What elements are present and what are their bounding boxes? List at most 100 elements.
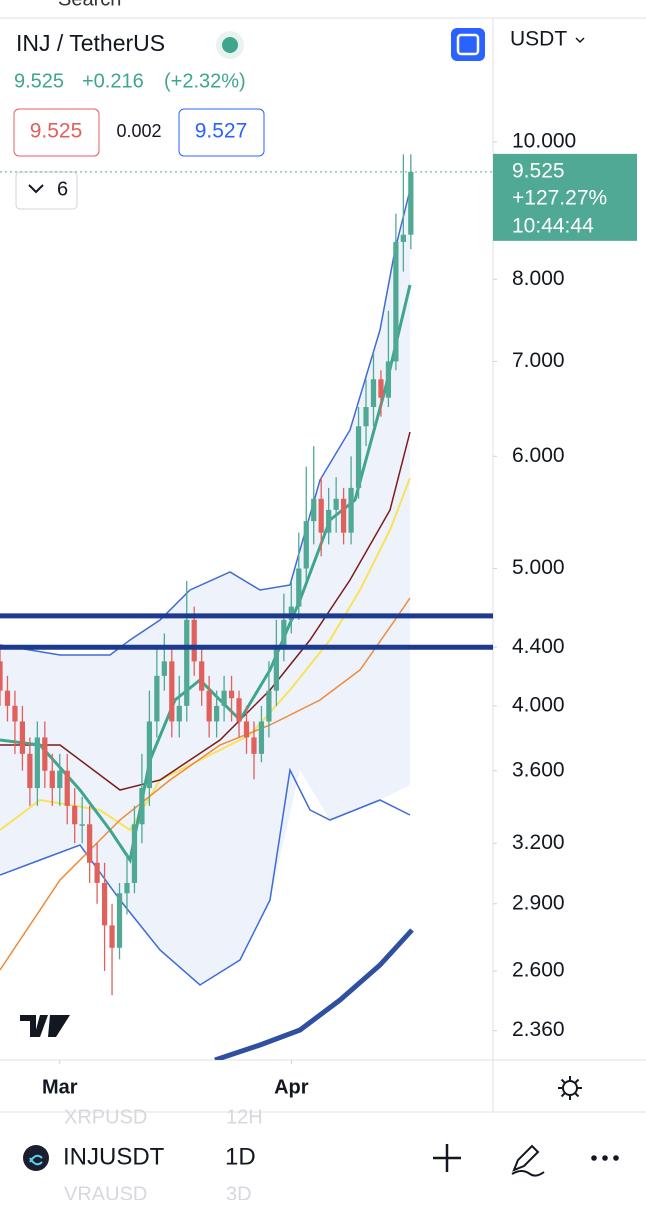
moving-average (0, 431, 411, 791)
candle-body (243, 721, 250, 738)
y-tick-label: 6.000 (512, 444, 565, 467)
behind-interval: 3D (226, 1183, 252, 1200)
candle-body (311, 498, 317, 522)
currency[interactable]: USDT (510, 28, 567, 51)
y-tick-label: 10.000 (512, 129, 576, 152)
candle-body (161, 661, 167, 676)
behind-symbol: VRAUSD (64, 1183, 147, 1200)
chevron (28, 184, 44, 194)
candle-body (214, 705, 220, 722)
candle-body (355, 426, 362, 488)
draw-button[interactable] (511, 1144, 545, 1177)
candle-body (199, 661, 205, 691)
candle-body (303, 521, 309, 569)
candle-body (57, 770, 63, 789)
candle-body (251, 737, 257, 754)
y-tick-label: 2.600 (512, 959, 565, 982)
candle-body (101, 882, 108, 926)
candle-body (19, 721, 26, 754)
candle-body (184, 619, 190, 706)
candle-body (296, 568, 302, 607)
chevron (575, 37, 585, 44)
y-tick-label: 3.200 (512, 831, 565, 854)
last-price-box (493, 153, 637, 241)
candle-body (64, 770, 70, 806)
candle-body (139, 788, 145, 825)
candle-body (49, 770, 55, 789)
settings-icon (558, 1076, 582, 1100)
search-label[interactable]: Search (58, 0, 121, 10)
y-tick-label: 2.360 (512, 1018, 565, 1041)
candle-body (206, 690, 212, 722)
y-tick-label: 2.900 (512, 891, 565, 914)
candle-body (0, 661, 3, 691)
footer-symbol[interactable]: INJUSDT (63, 1143, 165, 1170)
candle-body (408, 171, 414, 235)
candle-body (27, 753, 33, 789)
change-pct: (+2.32%) (164, 70, 246, 92)
candle-body (42, 737, 48, 771)
candle-body (326, 509, 332, 533)
y-tick-label: 4.400 (512, 635, 565, 658)
candle-body (363, 407, 369, 427)
candle-body (191, 619, 197, 662)
behind-interval: 12H (226, 1106, 263, 1128)
symbol-logo (29, 1154, 43, 1166)
sell-button[interactable] (13, 108, 100, 157)
candle-body (333, 498, 339, 510)
candle-body (370, 379, 377, 408)
countdown-label: 10:44:44 (512, 214, 594, 237)
last-price-label: 9.525 (512, 159, 565, 182)
y-tick-label: 3.600 (512, 758, 565, 781)
candle-body (340, 498, 347, 533)
candle-body (176, 705, 182, 722)
candle-body (400, 234, 406, 242)
spread: 0.002 (116, 121, 161, 141)
ask: 9.527 (195, 120, 248, 143)
bid: 9.525 (30, 120, 83, 143)
indicators (0, 189, 414, 1060)
logo (20, 1015, 70, 1037)
change: +0.216 (82, 70, 144, 92)
candle-body (154, 675, 160, 722)
add-button[interactable] (433, 1144, 461, 1172)
band-lower (0, 767, 411, 986)
plot-area (0, 154, 493, 996)
candle-body (34, 737, 40, 789)
more-button (602, 1155, 608, 1161)
y-tick-label: 7.000 (512, 349, 565, 372)
band-fill (0, 190, 410, 985)
y-tick-label: 4.000 (512, 693, 565, 716)
candle-body (266, 690, 272, 722)
more-button[interactable] (591, 1155, 597, 1161)
x-tick-label: Mar (42, 1076, 78, 1098)
last-change-label: +127.27% (512, 186, 607, 209)
indicators-count: 6 (57, 178, 68, 200)
candle-body (87, 824, 93, 863)
candle-body (385, 361, 392, 398)
symbol-name[interactable]: INJ / TetherUS (16, 30, 165, 56)
x-tick-label: Apr (274, 1076, 309, 1098)
band-upper (0, 189, 411, 656)
candle-body (221, 690, 227, 706)
fullscreen-button[interactable] (451, 28, 485, 61)
candle-body (124, 882, 130, 894)
candle-body (116, 893, 123, 948)
status-dot (222, 37, 238, 53)
settings-icon[interactable] (562, 1080, 578, 1096)
candle-body (79, 824, 85, 826)
y-tick-label: 8.000 (512, 267, 565, 290)
volume-average (214, 928, 414, 1060)
candle-body (378, 379, 384, 398)
symbol-logo (23, 1145, 49, 1171)
candle-body (109, 925, 115, 948)
fullscreen-icon (456, 33, 480, 56)
candle-body (169, 661, 175, 722)
candle-body (273, 647, 279, 691)
candle-body (4, 690, 11, 706)
buy-button[interactable] (178, 108, 265, 157)
more-button (613, 1155, 619, 1161)
price: 9.525 (14, 70, 64, 92)
footer-interval[interactable]: 1D (225, 1143, 256, 1170)
